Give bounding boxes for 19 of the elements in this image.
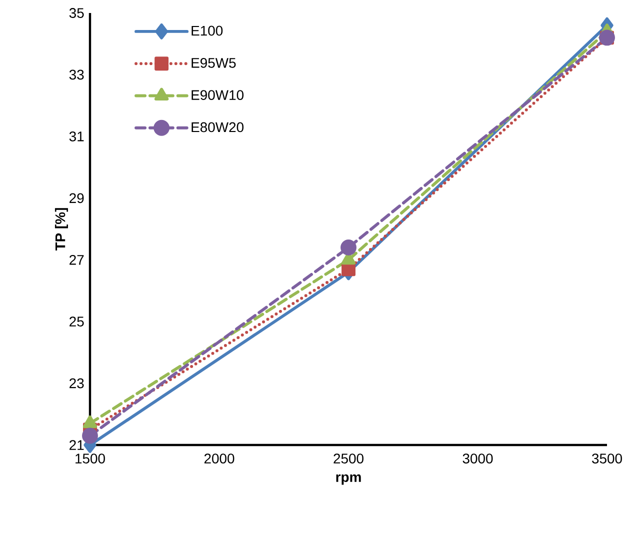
y-tick-label: 29 <box>70 193 84 204</box>
x-tick-label: 3000 <box>462 454 493 464</box>
legend-label: E100 <box>192 26 223 36</box>
y-tick-label: 33 <box>69 70 84 80</box>
x-axis-title: rpm <box>336 474 361 485</box>
y-tick-label: 21 <box>70 440 84 450</box>
y-axis-title: TP [%] <box>54 208 68 251</box>
y-tick-label: 23 <box>70 378 84 388</box>
legend-label: E80W20 <box>192 122 244 132</box>
legend-label: E95W5 <box>192 58 236 68</box>
y-tick-label: 35 <box>69 8 84 18</box>
x-tick-label: 1500 <box>76 454 105 464</box>
y-tick-label: 25 <box>70 316 84 327</box>
y-tick-label: 31 <box>69 131 84 142</box>
x-tick-label: 3500 <box>592 454 622 464</box>
legend-label: E90W10 <box>192 90 244 100</box>
x-tick-label: 2000 <box>204 454 234 464</box>
x-tick-label: 2500 <box>334 454 364 464</box>
y-tick-label: 27 <box>70 254 84 265</box>
